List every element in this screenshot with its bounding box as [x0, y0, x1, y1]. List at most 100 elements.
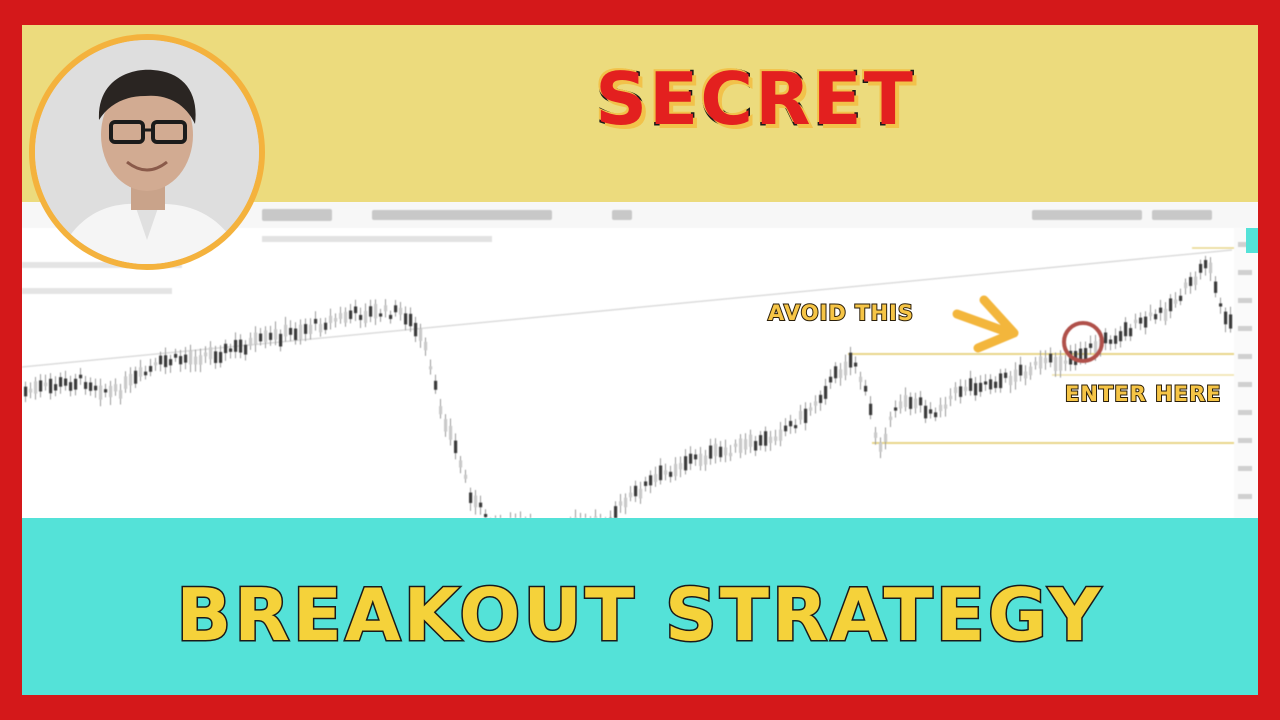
candle-body	[114, 384, 118, 392]
annotation-avoid: AVOID THIS	[767, 300, 914, 326]
candle-body	[819, 394, 823, 404]
candle-body	[329, 315, 333, 323]
candle-body	[304, 324, 308, 334]
candle-body	[1054, 356, 1058, 372]
candle-body	[879, 442, 883, 452]
candle-body	[439, 406, 443, 415]
candle-body	[264, 330, 268, 343]
candle-body	[134, 370, 138, 384]
candle-body	[1064, 360, 1068, 364]
presenter-portrait-icon	[29, 34, 265, 270]
candle-body	[994, 381, 998, 389]
candle-body	[1169, 298, 1173, 312]
candle-body	[369, 306, 373, 317]
candle-body	[1044, 357, 1048, 364]
candle-body	[459, 460, 463, 468]
candle-body	[839, 369, 843, 379]
candle-body	[1194, 276, 1198, 285]
candle-body	[769, 436, 773, 444]
candle-body	[449, 425, 453, 440]
candle-body	[414, 322, 418, 337]
candle-body	[1219, 303, 1223, 307]
candle-body	[739, 438, 743, 453]
candle-body	[424, 341, 428, 351]
candle-body	[899, 401, 903, 409]
candle-body	[194, 356, 198, 365]
candle-body	[244, 344, 248, 355]
candle-body	[1104, 332, 1108, 344]
candle-body	[679, 463, 683, 470]
candle-body	[949, 395, 953, 400]
scale-tick	[1238, 354, 1252, 359]
candle-body	[44, 382, 48, 387]
annotation-enter: ENTER HERE	[1064, 381, 1222, 407]
scale-tick	[1238, 298, 1252, 303]
candle-body	[714, 443, 718, 457]
candle-body	[429, 366, 433, 370]
candle-body	[239, 339, 243, 353]
candle-body	[999, 373, 1003, 389]
candle-body	[1009, 375, 1013, 386]
candle-body	[184, 354, 188, 363]
candle-body	[119, 390, 123, 399]
candle-body	[229, 348, 233, 352]
candle-body	[829, 376, 833, 383]
candle-body	[669, 471, 673, 477]
scale-tick	[1238, 410, 1252, 415]
candle-body	[789, 420, 793, 427]
candle-body	[139, 367, 143, 377]
candle-body	[834, 366, 838, 379]
candle-body	[924, 405, 928, 419]
scale-tick	[1238, 466, 1252, 471]
candle-body	[764, 431, 768, 446]
candle-body	[309, 324, 313, 334]
candle-body	[219, 351, 223, 363]
candle-body	[349, 310, 353, 320]
candle-body	[344, 311, 348, 323]
candle-body	[94, 385, 98, 391]
candle-body	[1094, 341, 1098, 354]
candle-body	[574, 517, 578, 518]
candle-body	[34, 381, 38, 394]
candle-body	[969, 378, 973, 391]
candle-body	[909, 396, 913, 409]
candle-body	[354, 306, 358, 314]
candle-body	[754, 441, 758, 451]
candle-body	[914, 398, 918, 409]
bottom-banner	[22, 518, 1258, 695]
candle-body	[1184, 282, 1188, 289]
candle-body	[684, 456, 688, 471]
candle-body	[1224, 311, 1228, 325]
candle-body	[274, 329, 278, 340]
candle-body	[1189, 277, 1193, 286]
candle-body	[634, 485, 638, 497]
candle-body	[144, 371, 148, 376]
candle-body	[664, 470, 668, 475]
candle-body	[1019, 364, 1023, 376]
candle-body	[104, 389, 108, 393]
candle-body	[1149, 312, 1153, 317]
candle-body	[1214, 281, 1218, 293]
candle-body	[419, 328, 423, 341]
candle-body	[1144, 316, 1148, 328]
candle-body	[1039, 356, 1043, 369]
candle-body	[319, 323, 323, 333]
candle-body	[1089, 343, 1093, 348]
candle-body	[779, 429, 783, 441]
candle-body	[1174, 299, 1178, 304]
candle-body	[954, 387, 958, 394]
candle-body	[444, 419, 448, 432]
candle-body	[1119, 331, 1123, 342]
candle-body	[1229, 314, 1233, 329]
candle-body	[379, 313, 383, 317]
candle-body	[49, 378, 53, 394]
candle-body	[864, 385, 868, 392]
candle-body	[774, 436, 778, 441]
candle-body	[29, 388, 33, 393]
candle-body	[54, 384, 58, 391]
scale-tick	[1238, 242, 1252, 247]
candle-body	[294, 328, 298, 341]
candle-body	[989, 379, 993, 390]
candle-body	[854, 362, 858, 367]
candle-body	[674, 463, 678, 477]
